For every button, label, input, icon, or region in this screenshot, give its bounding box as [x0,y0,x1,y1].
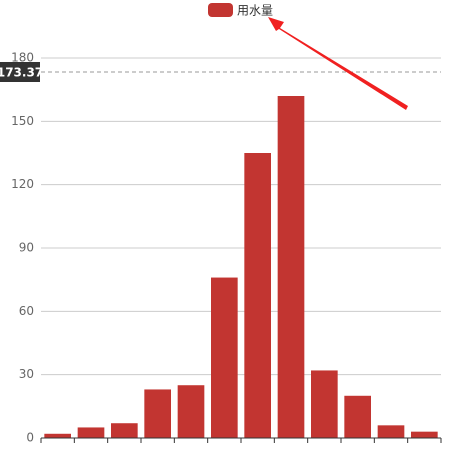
y-tick-label: 180 [11,51,34,65]
y-tick-label: 150 [11,114,34,128]
y-tick-label: 30 [19,367,34,381]
bar [177,385,205,438]
bar [77,427,105,438]
axis-pointer-box [0,61,40,82]
legend-swatch [208,3,233,17]
y-tick-label: 120 [11,177,34,191]
bar [377,425,405,438]
legend-label: 用水量 [237,4,273,18]
y-tick-label: 0 [26,431,34,445]
bar [311,370,338,438]
y-tick-label: 90 [19,241,34,255]
bar [44,433,71,438]
axis-pointer-label: 173.37 [0,65,43,79]
bar [344,395,371,438]
bar [244,153,271,438]
bar [411,431,438,438]
y-tick-label: 60 [19,304,34,318]
bar [111,423,138,438]
bar [144,389,171,438]
bar [277,96,305,438]
bar [211,277,238,438]
annotation-arrow [268,17,408,110]
